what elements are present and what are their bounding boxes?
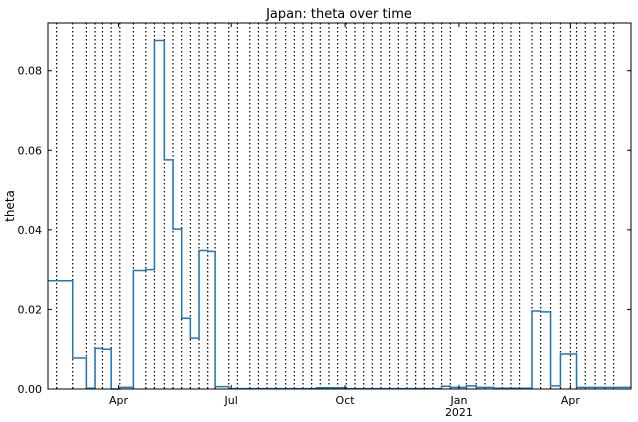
y-tick-label: 0.08 [18, 65, 43, 78]
y-tick-label: 0.06 [18, 144, 43, 157]
y-tick-label: 0.02 [18, 303, 43, 316]
x-tick-label: Apr [561, 394, 581, 407]
x-tick-label: Jan [449, 394, 467, 407]
plot-frame [47, 22, 632, 390]
y-axis: 0.00 0.02 0.04 0.06 0.08 [18, 65, 631, 396]
x-tick-label: Jul [224, 394, 238, 407]
y-tick-label: 0.00 [18, 383, 43, 396]
x-tick-sublabel: 2021 [445, 406, 473, 419]
x-tick-label: Apr [109, 394, 129, 407]
breakpoint-lines [56, 23, 615, 389]
y-tick-label: 0.04 [18, 224, 43, 237]
chart-title: Japan: theta over time [265, 7, 412, 22]
y-axis-title: theta [3, 190, 17, 222]
x-tick-label: Oct [336, 394, 356, 407]
